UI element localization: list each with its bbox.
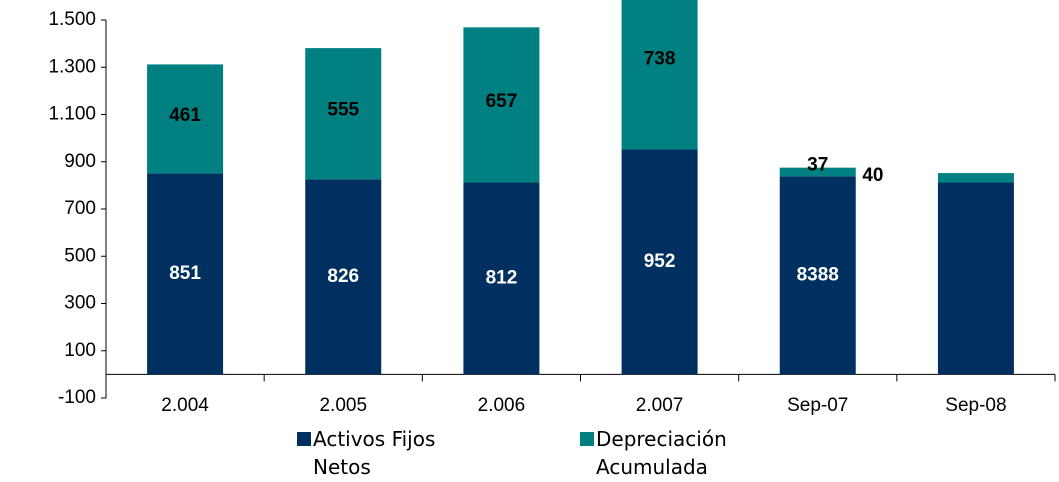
- data-label: 8388: [797, 264, 839, 285]
- data-label: 461: [169, 105, 201, 126]
- y-tick-label: 100: [64, 340, 96, 361]
- legend-swatch: [297, 432, 311, 446]
- data-label: 826: [327, 266, 359, 287]
- bar-segment: [305, 48, 382, 180]
- bar-segment: [463, 182, 540, 375]
- data-label: 812: [486, 267, 518, 288]
- bar-segment: [305, 179, 382, 375]
- bar-segment: [147, 64, 224, 174]
- legend-swatch: [580, 432, 594, 446]
- legend-label: Depreciación Acumulada: [596, 427, 727, 479]
- data-label: 37: [807, 155, 828, 176]
- y-tick-label: 1.500: [48, 9, 96, 30]
- x-tick-label: 2.004: [161, 395, 209, 416]
- x-tick-label: Sep-07: [787, 395, 848, 416]
- data-label: 40: [862, 165, 883, 186]
- y-tick-label: 1.100: [48, 104, 96, 125]
- data-label: 657: [486, 91, 518, 112]
- y-tick-label: 700: [64, 198, 96, 219]
- data-label: 851: [169, 263, 201, 284]
- bar-segment: [937, 173, 1014, 183]
- data-label: 555: [327, 100, 359, 121]
- bar-segment: [621, 149, 698, 375]
- bar-segment: [147, 173, 224, 375]
- x-tick-label: Sep-08: [945, 395, 1006, 416]
- data-label: 738: [644, 48, 676, 69]
- y-tick-label: 900: [64, 151, 96, 172]
- y-tick-label: 500: [64, 245, 96, 266]
- y-tick-label: 300: [64, 293, 96, 314]
- x-tick-label: 2.006: [478, 395, 526, 416]
- y-tick-label: 1.300: [48, 56, 96, 77]
- bar-segment: [779, 176, 856, 375]
- data-label: 952: [644, 251, 676, 272]
- bar-segment: [937, 182, 1014, 375]
- legend-label: Activos Fijos Netos: [313, 427, 436, 479]
- bar-segment: [463, 27, 540, 183]
- x-tick-label: 2.005: [319, 395, 367, 416]
- bar-segment: [779, 167, 856, 177]
- x-tick-label: 2.007: [636, 395, 684, 416]
- bar-segment: [621, 0, 698, 150]
- y-tick-label: -100: [58, 387, 96, 408]
